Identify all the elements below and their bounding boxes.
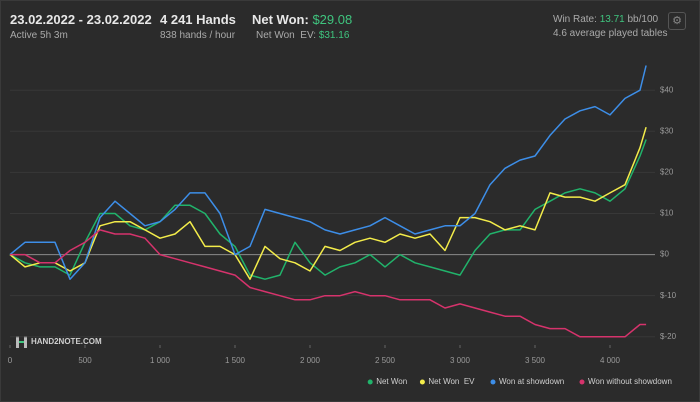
win-rate-unit: bb/100	[627, 14, 659, 25]
legend-marker	[419, 379, 425, 385]
net-won-ev-label: Net Won EV:	[256, 30, 317, 41]
logo-text: HAND2NOTE.COM	[31, 337, 102, 346]
win-rate-label: Win Rate:	[553, 14, 597, 25]
y-tick-label: $30	[660, 126, 674, 135]
series-line	[9, 65, 647, 280]
legend: Net Won Net Won EV Won at showdown Won with…	[367, 377, 672, 386]
x-tick-label: 1 500	[225, 356, 246, 365]
legend-label: Won without showdown	[588, 377, 672, 386]
y-tick-label: $0	[660, 250, 669, 259]
logo-mark	[16, 336, 19, 348]
y-tick-label: $10	[660, 209, 674, 218]
x-tick-label: 2 000	[300, 356, 321, 365]
x-tick-label: 1 000	[150, 356, 171, 365]
x-tick-label: 3 500	[525, 356, 546, 365]
y-tick-label: $-20	[660, 332, 677, 341]
logo: HAND2NOTE.COM	[16, 336, 102, 348]
hands-per-hour: 838 hands / hour	[160, 30, 236, 41]
hands: 4 241 Hands	[160, 12, 236, 27]
net-won-label: Net Won:	[252, 12, 309, 27]
y-tick-label: $40	[660, 85, 674, 94]
net-won-value: $29.08	[312, 12, 353, 27]
y-tick-label: $-10	[660, 291, 677, 300]
x-tick-label: 0	[8, 356, 13, 365]
net-won-ev-value: $31.16	[318, 30, 350, 41]
net-won-ev: Net Won EV: $31.16	[256, 30, 349, 41]
logo-mark	[19, 341, 24, 343]
legend-label: Won at showdown	[499, 377, 564, 386]
series-line	[10, 229, 647, 338]
legend-marker	[367, 379, 373, 385]
win-rate-value: 13.71	[599, 14, 625, 25]
x-tick-label: 4 000	[600, 356, 621, 365]
legend-marker	[579, 379, 585, 385]
legend-marker	[490, 379, 496, 385]
logo-mark	[24, 336, 27, 348]
x-tick-label: 2 500	[375, 356, 396, 365]
win-rate: Win Rate: 13.71 bb/100	[553, 14, 658, 25]
legend-label: Net Won	[376, 377, 407, 386]
settings-button[interactable]: ⚙	[668, 12, 686, 30]
series-line	[9, 139, 647, 280]
tables: 4.6 average played tables	[553, 28, 668, 39]
active-time: Active 5h 3m	[10, 30, 68, 41]
series-line	[9, 126, 647, 280]
y-tick-label: $20	[660, 168, 674, 177]
legend-label: Net Won EV	[428, 377, 475, 386]
date-range: 23.02.2022 - 23.02.2022	[10, 12, 152, 27]
x-tick-label: 3 000	[450, 356, 471, 365]
net-won: Net Won: $29.08	[252, 12, 352, 27]
x-tick-label: 500	[78, 356, 92, 365]
